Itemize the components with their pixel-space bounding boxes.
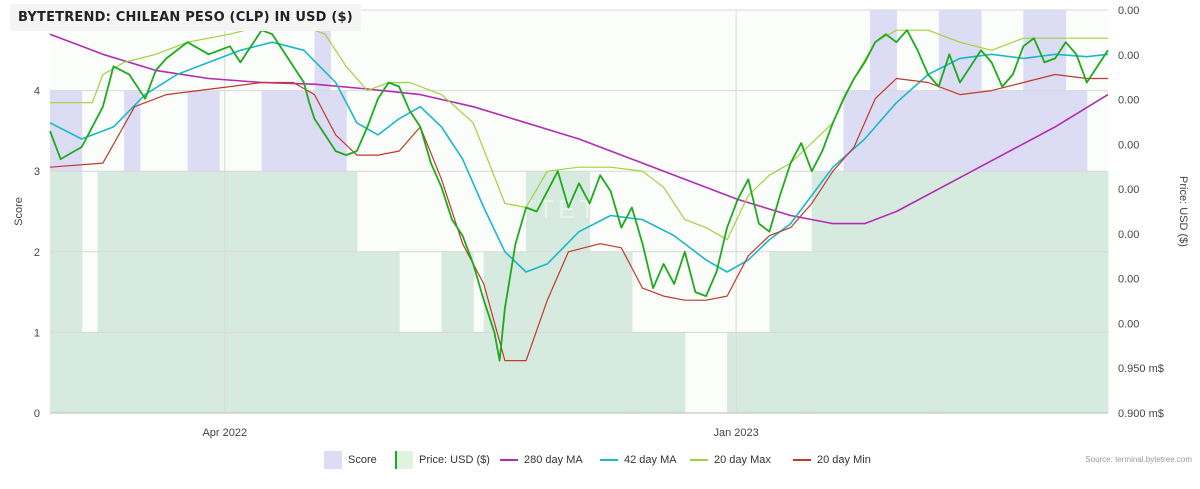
- score-bar-mid: [1065, 171, 1088, 413]
- y-left-tick-label: 0: [34, 408, 40, 420]
- series-line-min20: [49, 73, 1108, 362]
- score-bar-mid: [219, 171, 263, 413]
- y-right-axis-label: Price: USD ($): [1177, 176, 1189, 247]
- score-bar-mid: [938, 171, 982, 413]
- legend-label-min20: 20 day Min: [817, 454, 871, 466]
- legend-item-max20[interactable]: 20 day Max: [690, 450, 771, 470]
- y-right-tick-label: 0.00: [1118, 95, 1139, 107]
- y-left-tick-label: 4: [34, 86, 40, 98]
- score-bar-mid: [869, 171, 897, 413]
- y-left-tick-label: 2: [34, 247, 40, 259]
- chart-title: BYTETREND: CHILEAN PESO (CLP) IN USD ($): [10, 4, 361, 31]
- y-right-tick-label: 0.950 m$: [1118, 363, 1164, 375]
- score-bar-mid: [124, 171, 141, 413]
- score-bar-mid: [314, 171, 331, 413]
- score-bar-mid: [1023, 171, 1067, 413]
- legend-label-ma280: 280 day MA: [524, 454, 583, 466]
- y-right-tick-label: 0.900 m$: [1118, 408, 1164, 420]
- y-right-tick-label: 0.00: [1118, 5, 1139, 17]
- score-bar-high: [843, 90, 871, 172]
- y-left-axis-label: Score: [13, 197, 25, 226]
- y-right-tick-label: 0.00: [1118, 139, 1139, 151]
- score-bar-mid: [50, 171, 83, 413]
- legend-item-score[interactable]: Score: [324, 450, 377, 470]
- series-lines: [49, 25, 1109, 362]
- y-left-tick-label: 3: [34, 166, 40, 178]
- legend-label-score: Score: [348, 454, 377, 466]
- legend-item-price[interactable]: Price: USD ($): [395, 450, 490, 470]
- score-bar-high: [124, 90, 141, 172]
- legend-swatch-price: [395, 451, 413, 469]
- y-right-tick-label: 0.00: [1118, 184, 1139, 196]
- x-tick-label: Jan 2023: [713, 427, 758, 439]
- legend-swatch-max20: [690, 459, 708, 461]
- axes: 0 1 2 3 4 Score 0.00 0.00 0.00 0.00 0.00 0.00 0.00 0.…: [13, 5, 1189, 439]
- score-bar-mid: [473, 332, 485, 413]
- score-bar-mid: [187, 171, 220, 413]
- legend-item-ma42[interactable]: 42 day MA: [600, 450, 677, 470]
- legend-label-price: Price: USD ($): [419, 454, 490, 466]
- score-bar-mid: [139, 171, 189, 413]
- x-tick-label: Apr 2022: [202, 427, 247, 439]
- legend-swatch-ma280: [500, 459, 518, 461]
- y-right-tick-label: 0.00: [1118, 229, 1139, 241]
- y-left-tick-label: 1: [34, 327, 40, 339]
- score-bar-mid: [1086, 171, 1109, 413]
- series-line-price: [49, 29, 1109, 362]
- score-bar-high: [187, 90, 220, 172]
- score-bar-mid: [399, 332, 442, 413]
- score-bar-mid: [346, 171, 358, 413]
- score-bar-mid: [843, 171, 871, 413]
- legend-swatch-min20: [793, 459, 811, 461]
- y-right-tick-label: 0.00: [1118, 274, 1139, 286]
- score-bar-mid: [811, 171, 844, 413]
- y-right-tick-label: 0.00: [1118, 50, 1139, 62]
- legend-swatch-ma42: [600, 459, 618, 461]
- legend-item-min20[interactable]: 20 day Min: [793, 450, 871, 470]
- legend-swatch-score: [324, 451, 342, 469]
- series-line-ma42: [49, 41, 1109, 273]
- y-right-tick-label: 0.00: [1118, 318, 1139, 330]
- score-bar-high: [261, 90, 315, 172]
- legend-label-ma42: 42 day MA: [624, 454, 677, 466]
- legend: Score Price: USD ($) 280 day MA 42 day M…: [0, 450, 1200, 470]
- score-bar-mid: [631, 332, 686, 413]
- score-bar-mid: [261, 171, 315, 413]
- score-bar-high: [981, 90, 1024, 172]
- score-bar-high: [1065, 90, 1088, 172]
- score-bar-high: [330, 90, 347, 172]
- legend-item-ma280[interactable]: 280 day MA: [500, 450, 583, 470]
- source-note: Source: terminal.bytetree.com: [1085, 455, 1192, 464]
- series-line-ma280: [49, 33, 1109, 225]
- score-bar-mid: [896, 171, 940, 413]
- score-bar-high: [896, 90, 940, 172]
- score-bar-mid: [727, 332, 770, 413]
- legend-label-max20: 20 day Max: [714, 454, 771, 466]
- score-bar-mid: [981, 171, 1024, 413]
- score-bar-mid: [330, 171, 347, 413]
- score-bar-mid: [97, 171, 125, 413]
- score-bar-mid: [81, 332, 99, 413]
